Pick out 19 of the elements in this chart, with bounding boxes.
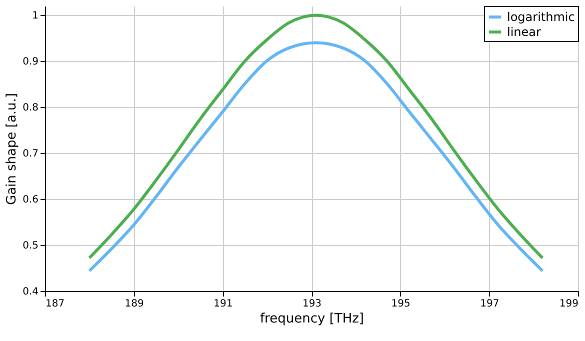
y-tick-label: 0.5 (22, 240, 38, 252)
legend-label: logarithmic (507, 10, 575, 24)
x-tick-label: 189 (124, 298, 144, 310)
x-tick-label: 195 (391, 298, 410, 310)
legend-label: linear (507, 25, 542, 39)
x-tick-label: 187 (46, 298, 65, 310)
x-tick-label: 197 (480, 298, 500, 310)
y-tick-label: 0.9 (22, 56, 38, 68)
line-series (88, 41, 544, 272)
y-tick-label: 1 (32, 10, 38, 22)
y-tick-label: 0.6 (22, 194, 38, 206)
x-tick-label: 199 (559, 298, 578, 310)
y-tick-label: 0.7 (22, 148, 38, 160)
y-tick-label: 0.4 (22, 286, 38, 298)
x-tick-label: 193 (302, 298, 322, 310)
y-tick-label: 0.8 (22, 102, 38, 114)
x-axis-title: frequency [THz] (260, 312, 364, 326)
y-axis-title: Gain shape [a.u.] (4, 93, 20, 205)
x-tick-label: 191 (214, 298, 233, 310)
